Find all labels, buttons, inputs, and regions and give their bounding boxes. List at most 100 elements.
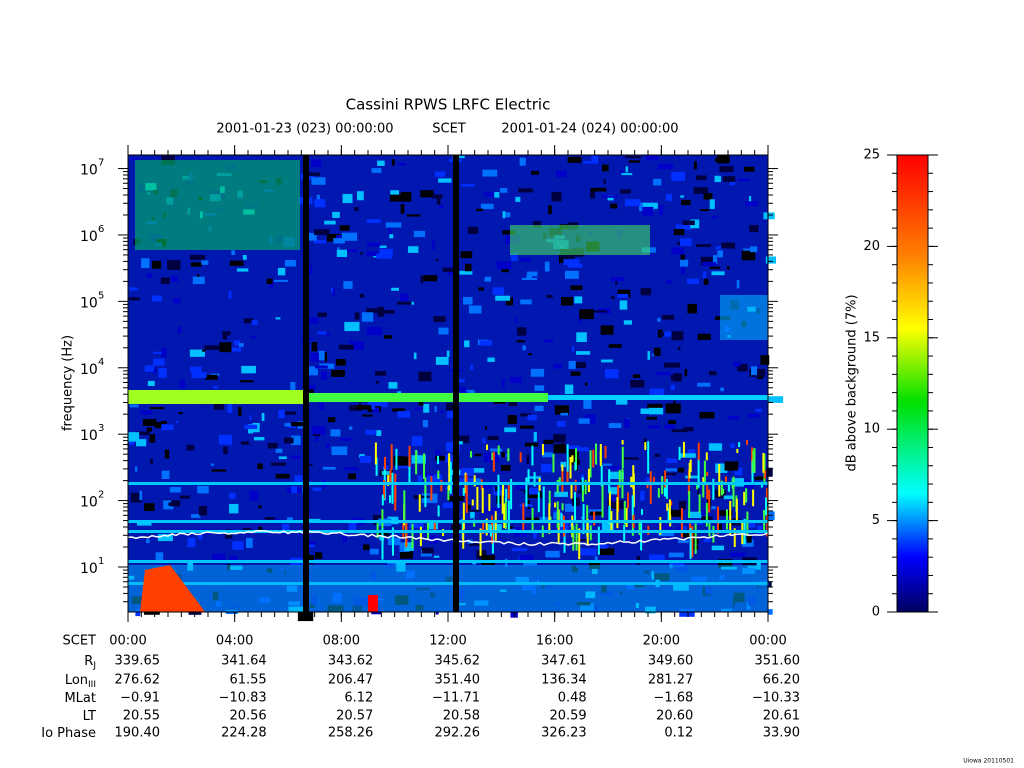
spectrogram-texture xyxy=(722,488,725,494)
spectrogram-texture xyxy=(457,435,470,444)
spectrogram-texture xyxy=(520,257,531,262)
spectrogram-texture xyxy=(243,318,254,324)
spectrogram-texture xyxy=(147,380,155,386)
spectrogram-texture xyxy=(625,199,641,207)
spectrogram-texture xyxy=(703,193,713,200)
spectrogram-texture xyxy=(446,350,450,357)
colorbar-tick-label: 25 xyxy=(863,148,880,163)
spectrogram-texture xyxy=(354,312,360,320)
spectrogram-texture xyxy=(478,287,484,291)
spectrogram-texture xyxy=(432,194,443,199)
spectrogram-texture xyxy=(359,293,365,298)
spectrogram-texture xyxy=(290,435,301,446)
spectrogram-texture xyxy=(484,507,500,514)
spectrogram-texture xyxy=(678,540,689,544)
row-label-text: MLat xyxy=(64,691,96,706)
spectrogram-texture xyxy=(649,554,665,561)
spectrogram-texture xyxy=(667,509,683,517)
spectrogram-texture xyxy=(520,299,532,305)
spectrogram-texture xyxy=(455,387,467,394)
spectrogram-texture xyxy=(445,442,460,452)
spectrogram-texture xyxy=(130,492,142,503)
spectrogram-texture xyxy=(190,366,202,373)
spectrogram-texture xyxy=(519,157,526,166)
spectrogram-texture xyxy=(653,347,661,356)
spectrogram-texture xyxy=(219,342,232,353)
spectrogram-texture xyxy=(189,349,205,357)
spectrogram-texture xyxy=(442,502,455,509)
spectrogram-texture xyxy=(482,522,485,534)
spectrogram-texture xyxy=(665,280,673,284)
spectrogram-texture xyxy=(480,203,494,210)
subtitle: 2001-01-24 (024) 00:00:00 xyxy=(501,122,678,137)
spectrogram-texture xyxy=(659,332,665,336)
spectrogram-texture xyxy=(560,461,567,468)
spectrogram-texture xyxy=(644,442,647,451)
spectrogram-texture xyxy=(712,526,715,543)
spectrogram-texture xyxy=(241,365,256,374)
spectrogram-texture xyxy=(570,285,583,291)
spectrogram-texture xyxy=(273,279,289,282)
ephemeris-value: −0.91 xyxy=(120,691,160,706)
spectrogram-texture xyxy=(483,452,499,463)
spectrogram-texture xyxy=(257,463,263,470)
spectrogram-texture xyxy=(282,523,290,532)
spectrogram-texture xyxy=(372,514,383,525)
spectrogram-texture xyxy=(765,497,768,516)
spectrogram-texture xyxy=(382,480,385,499)
spectrogram-texture xyxy=(493,400,506,404)
colorbar-tick-label: 10 xyxy=(863,422,880,437)
row-label-text: Lon xyxy=(65,673,88,688)
spectrogram-texture xyxy=(541,464,552,473)
spectrogram-texture xyxy=(746,440,749,445)
spectrogram-texture xyxy=(462,487,465,496)
spectrogram-texture xyxy=(624,418,630,428)
y-tick-exponent: 4 xyxy=(98,357,104,368)
spectrogram-texture xyxy=(146,539,150,544)
spectrogram-texture xyxy=(414,407,426,410)
spectrogram-texture xyxy=(485,518,488,536)
spectrogram-texture xyxy=(608,469,611,493)
spectrogram-texture xyxy=(211,553,226,563)
spectrogram-texture xyxy=(531,445,534,466)
spectrogram-texture xyxy=(179,495,190,499)
spectrogram-texture xyxy=(718,523,723,531)
spectrogram-texture xyxy=(502,482,505,496)
spectrogram-texture xyxy=(589,450,592,478)
spectrogram-texture xyxy=(597,526,600,555)
spectrogram-texture xyxy=(291,455,301,460)
spectrogram-texture xyxy=(558,477,561,486)
spectrogram-texture xyxy=(681,526,687,534)
spectrogram-texture xyxy=(687,278,699,285)
spectrogram-texture xyxy=(684,369,688,377)
data-gap xyxy=(303,155,309,612)
spectrogram-texture xyxy=(556,479,559,494)
spectrogram-texture xyxy=(727,483,730,492)
spectrogram-texture xyxy=(533,432,537,442)
spectrogram-line xyxy=(128,530,768,533)
spectrogram-texture xyxy=(331,369,345,377)
spectrogram-texture xyxy=(700,256,714,266)
spectrogram-texture xyxy=(312,487,322,491)
row-label: LT xyxy=(83,709,96,724)
ephemeris-value: 66.20 xyxy=(763,673,800,688)
spectrogram-texture xyxy=(717,155,730,164)
spectrogram-texture xyxy=(671,331,684,341)
spectrogram-texture xyxy=(201,260,209,265)
spectrogram-texture xyxy=(134,431,150,436)
ephemeris-value: 281.27 xyxy=(648,673,694,688)
spectrogram-texture xyxy=(393,456,409,466)
spectrogram-texture xyxy=(763,212,775,220)
ephemeris-value: −1.68 xyxy=(653,691,693,706)
spectrogram-texture xyxy=(728,415,740,420)
spectrogram-texture xyxy=(374,442,377,465)
spectrogram-texture xyxy=(617,289,631,298)
spectrogram-texture xyxy=(368,399,376,410)
spectrogram-texture xyxy=(469,451,472,458)
y-tick-exponent: 3 xyxy=(98,423,104,434)
spectrogram-texture xyxy=(708,489,711,513)
spectrogram-texture xyxy=(437,505,440,517)
spectrogram-texture xyxy=(615,280,618,285)
spectrogram-texture xyxy=(447,485,450,501)
spectrogram-texture xyxy=(366,326,382,336)
